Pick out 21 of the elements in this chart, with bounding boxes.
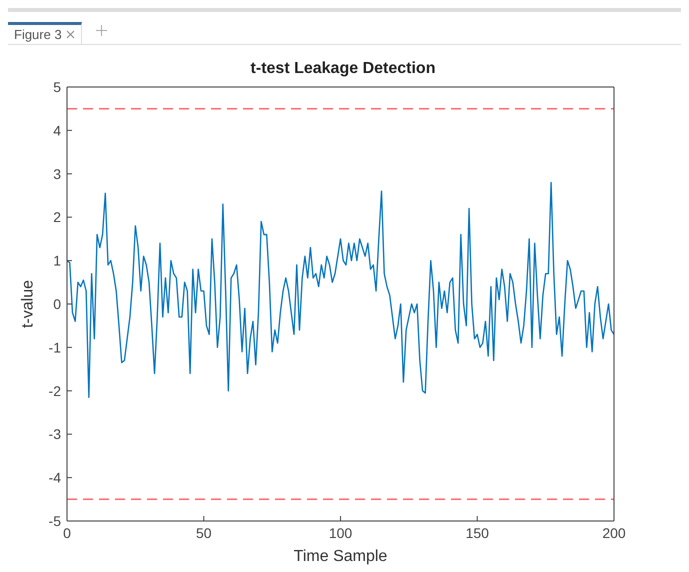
x-tick-label: 100 (328, 524, 352, 541)
y-tick-label: -2 (48, 382, 62, 399)
y-axis-title: t-value (20, 280, 37, 328)
x-tick-label: 0 (63, 524, 72, 541)
x-tick-label: 50 (196, 524, 212, 541)
y-tick-label: 5 (53, 78, 62, 95)
y-tick-label: -3 (48, 426, 62, 442)
y-tick-label: 2 (53, 209, 62, 226)
y-tick-label: -1 (48, 339, 62, 356)
y-tick-label: 3 (53, 166, 62, 182)
line-series (67, 182, 614, 398)
x-tick-label: 150 (466, 524, 490, 541)
caption: Figure 3 (14, 27, 62, 42)
x-tick-label: 200 (602, 524, 626, 541)
y-tick-label: 4 (53, 122, 62, 138)
x-axis-title: Time Sample (294, 548, 388, 565)
chart-title: t-test Leakage Detection (250, 60, 436, 77)
y-tick-label: -4 (48, 470, 62, 486)
y-tick-label: 0 (53, 296, 62, 312)
y-tick-label: -5 (48, 512, 62, 529)
y-tick-label: 1 (53, 252, 62, 269)
